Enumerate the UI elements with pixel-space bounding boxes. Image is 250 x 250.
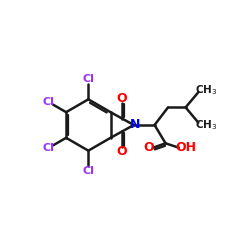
Text: O: O <box>143 141 154 154</box>
Text: CH$_3$: CH$_3$ <box>195 118 217 132</box>
Text: Cl: Cl <box>82 166 94 176</box>
Text: O: O <box>117 92 128 105</box>
Text: Cl: Cl <box>43 97 55 107</box>
Text: O: O <box>117 145 128 158</box>
Text: OH: OH <box>175 141 196 154</box>
Text: Cl: Cl <box>43 143 55 153</box>
Text: N: N <box>130 118 140 132</box>
Text: Cl: Cl <box>82 74 94 84</box>
Text: CH$_3$: CH$_3$ <box>195 83 217 97</box>
